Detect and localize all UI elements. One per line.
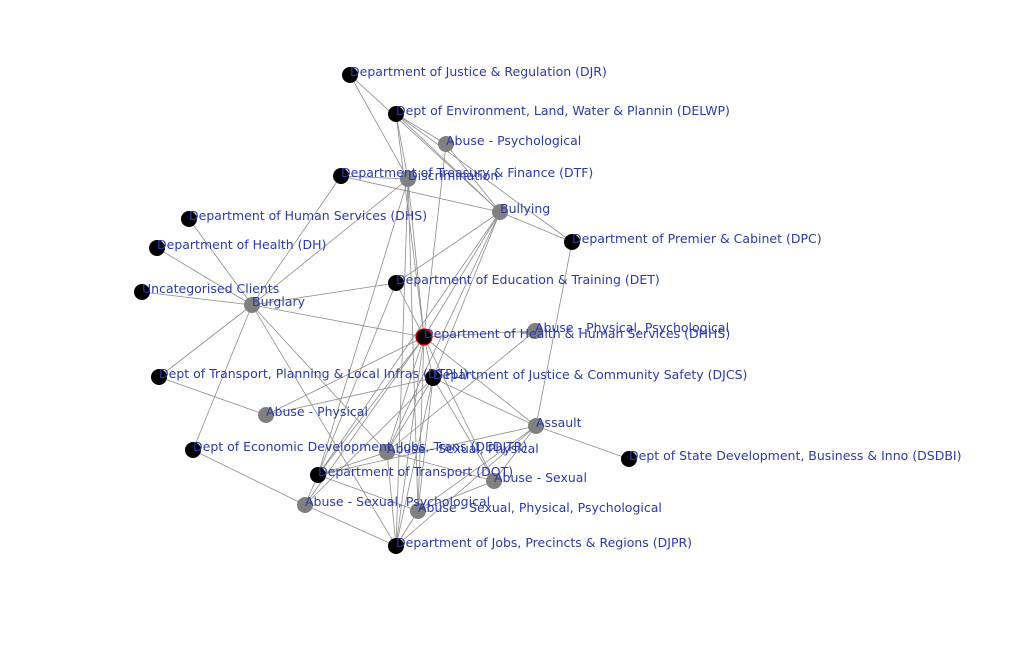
edge-physpsych-sexphys (387, 331, 535, 452)
edge-bullying-djcs (433, 212, 500, 378)
edge-dh-burglary (157, 248, 252, 305)
label-layer: Department of Justice & Regulation (DJR)… (142, 64, 961, 550)
node-label-sexual: Abuse - Sexual (494, 470, 587, 485)
node-label-sexphys: Abuse - Sexual, Physical (387, 441, 539, 456)
node-label-det: Department of Education & Training (DET) (396, 272, 660, 287)
edge-delwp-dhhs (396, 114, 424, 337)
node-label-psych: Abuse - Psychological (446, 133, 581, 148)
node-label-burglary: Burglary (252, 294, 306, 309)
node-label-djpr: Department of Jobs, Precincts & Regions … (396, 535, 692, 550)
edge-dhhs-sexual (424, 337, 494, 481)
node-label-dh: Department of Health (DH) (157, 237, 326, 252)
edge-bullying-dpc (500, 212, 572, 242)
node-label-djr: Department of Justice & Regulation (DJR) (350, 64, 607, 79)
edge-sexpsych-djpr (305, 505, 396, 546)
node-label-dpc: Department of Premier & Cabinet (DPC) (572, 231, 822, 246)
edge-discrim-dot (318, 179, 408, 475)
node-label-dhs: Department of Human Services (DHS) (189, 208, 427, 223)
edge-dedjtr-sexpsych (193, 450, 305, 505)
edge-dtpli-phys (159, 377, 266, 415)
edge-djr-discrim (350, 75, 408, 179)
edge-assault-dsdbi (536, 426, 629, 459)
node-label-dot: Department of Transport (DOT) (318, 464, 513, 479)
node-label-delwp: Dept of Environment, Land, Water & Plann… (396, 103, 730, 118)
edge-burglary-djpr (252, 305, 396, 546)
node-label-dhhs: Department of Health & Human Services (D… (424, 326, 730, 341)
node-label-assault: Assault (536, 415, 582, 430)
node-label-dsdbi: Dept of State Development, Business & In… (629, 448, 961, 463)
edge-det-dhhs (396, 283, 424, 337)
node-label-djcs: Department of Justice & Community Safety… (433, 367, 747, 382)
edge-burglary-dhhs (252, 305, 424, 337)
edge-delwp-bullying (396, 114, 500, 212)
node-label-bullying: Bullying (500, 201, 550, 216)
node-label-phys: Abuse - Physical (266, 404, 368, 419)
edge-bullying-dot (318, 212, 500, 475)
node-label-sexphyspsych: Abuse - Sexual, Physical, Psychological (418, 500, 662, 515)
node-label-discrim: Discrimination (408, 168, 498, 183)
edge-dhhs-sexphys (387, 337, 424, 452)
node-label-dtpli: Dept of Transport, Planning & Local Infr… (159, 366, 468, 381)
